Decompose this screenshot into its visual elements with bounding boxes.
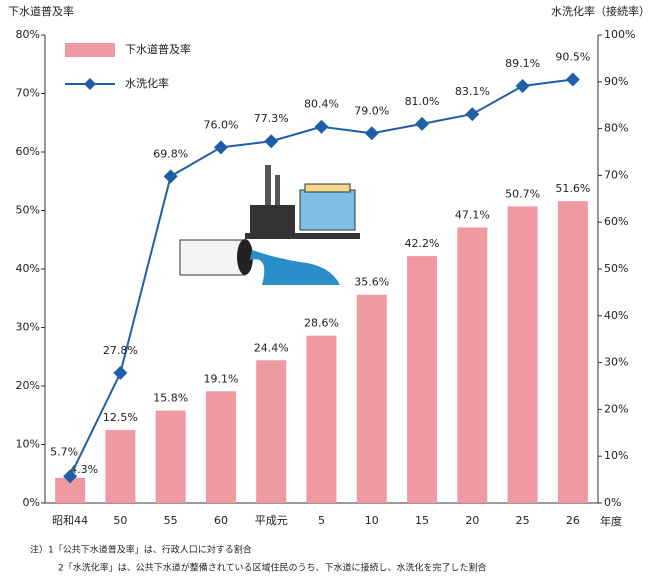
bar xyxy=(457,227,488,503)
y2-tick-label: 50% xyxy=(604,262,628,275)
y2-tick-label: 70% xyxy=(604,168,628,181)
x-tick-label: 昭和44 xyxy=(52,514,88,527)
bar-value-label: 12.5% xyxy=(103,411,138,424)
bar-value-label: 19.1% xyxy=(203,372,238,385)
bar-value-label: 47.1% xyxy=(455,208,490,221)
y2-tick-label: 20% xyxy=(604,402,628,415)
x-tick-label: 25 xyxy=(516,514,530,527)
y-tick-label: 60% xyxy=(16,145,40,158)
y-tick-label: 50% xyxy=(16,204,40,217)
bar-value-label: 4.3% xyxy=(70,463,98,476)
line-value-label: 79.0% xyxy=(354,104,389,117)
y2-tick-label: 40% xyxy=(604,309,628,322)
bar xyxy=(105,429,136,503)
x-tick-label: 20 xyxy=(465,514,479,527)
y-axis-title: 下水道普及率 xyxy=(8,4,74,18)
line-value-label: 77.3% xyxy=(254,112,289,125)
bar-value-label: 24.4% xyxy=(254,341,289,354)
y-tick-label: 70% xyxy=(16,87,40,100)
line-value-label: 89.1% xyxy=(505,57,540,70)
y2-tick-label: 90% xyxy=(604,75,628,88)
line-marker xyxy=(415,116,430,131)
y2-tick-label: 30% xyxy=(604,356,628,369)
line-value-label: 27.8% xyxy=(103,344,138,357)
x-tick-label: 26 xyxy=(566,514,580,527)
y-tick-label: 30% xyxy=(16,321,40,334)
bar xyxy=(205,391,236,503)
bar-value-label: 42.2% xyxy=(405,237,440,250)
bar xyxy=(256,360,287,503)
bar-value-label: 15.8% xyxy=(153,392,188,405)
line-marker xyxy=(213,140,228,155)
line-value-label: 90.5% xyxy=(555,50,590,63)
bar xyxy=(356,294,387,503)
bar xyxy=(507,206,538,503)
line-value-label: 5.7% xyxy=(50,445,78,458)
line-marker xyxy=(314,119,329,134)
y2-tick-label: 60% xyxy=(604,215,628,228)
y2-tick-label: 10% xyxy=(604,449,628,462)
y-tick-label: 40% xyxy=(16,262,40,275)
line-marker xyxy=(364,126,379,141)
bar xyxy=(306,335,337,503)
bar xyxy=(155,410,186,503)
legend-label: 水洗化率 xyxy=(125,76,169,90)
y-tick-label: 0% xyxy=(23,496,40,509)
x-tick-label: 60 xyxy=(214,514,228,527)
footnote: 注）1「公共下水道普及率」は、行政人口に対する割合 xyxy=(30,544,252,556)
line-value-label: 83.1% xyxy=(455,85,490,98)
line-value-label: 69.8% xyxy=(153,147,188,160)
bar xyxy=(557,201,588,503)
line-marker xyxy=(465,107,480,122)
line-marker xyxy=(163,169,178,184)
x-tick-label: 55 xyxy=(164,514,178,527)
line-value-label: 80.4% xyxy=(304,98,339,111)
x-tick-label: 5 xyxy=(318,514,325,527)
x-tick-label: 平成元 xyxy=(255,514,288,527)
y-tick-label: 80% xyxy=(16,28,40,41)
line-marker xyxy=(63,469,78,484)
y2-tick-label: 100% xyxy=(604,28,635,41)
x-tick-label: 50 xyxy=(113,514,127,527)
bar xyxy=(407,256,438,503)
bar-value-label: 51.6% xyxy=(555,182,590,195)
y2-tick-label: 0% xyxy=(604,496,621,509)
y2-axis-title: 水洗化率（接続率） xyxy=(551,4,650,18)
y-tick-label: 20% xyxy=(16,379,40,392)
legend-swatch xyxy=(65,43,115,57)
illustration xyxy=(179,165,360,285)
x-tick-label: 15 xyxy=(415,514,429,527)
y2-tick-label: 80% xyxy=(604,122,628,135)
line-value-label: 76.0% xyxy=(203,118,238,131)
x-axis-title: 年度 xyxy=(600,514,622,528)
line-value-label: 81.0% xyxy=(405,95,440,108)
legend-label: 下水道普及率 xyxy=(125,42,191,56)
line-marker xyxy=(264,134,279,149)
bar-value-label: 50.7% xyxy=(505,187,540,200)
bar-value-label: 35.6% xyxy=(354,276,389,289)
line-marker xyxy=(565,72,580,87)
line-marker xyxy=(515,79,530,94)
x-tick-label: 10 xyxy=(365,514,379,527)
y-tick-label: 10% xyxy=(16,438,40,451)
bar-value-label: 28.6% xyxy=(304,317,339,330)
footnote: 2「水洗化率」は、公共下水道が整備されている区域住民のうち、下水道に接続し、水洗… xyxy=(58,562,486,574)
line-marker xyxy=(113,365,128,380)
legend-swatch xyxy=(84,78,96,90)
